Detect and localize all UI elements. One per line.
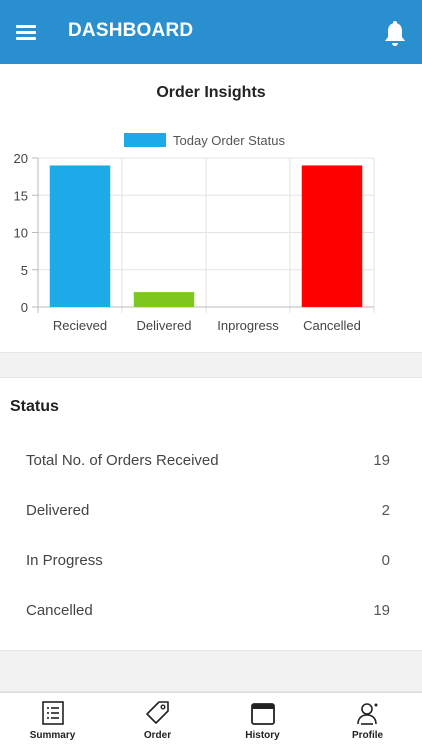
status-label: Total No. of Orders Received (26, 452, 219, 469)
app-bar: DASHBOARD (0, 0, 422, 64)
hamburger-menu-icon[interactable] (12, 18, 40, 46)
status-card: Status Total No. of Orders Received 19 D… (0, 378, 422, 650)
nav-label: History (245, 730, 280, 741)
x-tick-label: Recieved (53, 318, 107, 333)
status-row-received[interactable]: Total No. of Orders Received 19 (26, 452, 390, 476)
x-tick-label: Cancelled (303, 318, 361, 333)
nav-item-order[interactable]: Order (105, 693, 210, 750)
nav-item-summary[interactable]: Summary (0, 693, 105, 750)
order-insights-title: Order Insights (156, 84, 266, 101)
status-label: Delivered (26, 502, 90, 519)
nav-item-history[interactable]: History (210, 693, 315, 750)
list-icon (41, 701, 64, 725)
legend-swatch (124, 133, 166, 147)
status-value: 19 (373, 452, 390, 469)
y-tick-label: 5 (21, 263, 28, 278)
x-tick-label: Inprogress (217, 318, 279, 333)
status-value: 2 (381, 502, 390, 519)
bar-cancelled (301, 165, 363, 307)
y-tick-label: 10 (14, 226, 28, 241)
y-tick-label: 0 (21, 300, 28, 315)
y-tick-label: 20 (14, 151, 28, 166)
status-heading: Status (10, 398, 59, 415)
tag-icon (145, 701, 169, 724)
section-divider (0, 352, 422, 378)
status-row-in-progress[interactable]: In Progress 0 (26, 552, 390, 576)
y-tick-label: 15 (14, 188, 28, 203)
nav-label: Summary (29, 730, 76, 741)
order-status-chart: Today Order Status 0 5 10 15 20 Recieved Delive… (14, 133, 375, 333)
status-value: 0 (381, 552, 390, 569)
status-label: In Progress (26, 552, 103, 569)
status-row-cancelled[interactable]: Cancelled 19 (26, 602, 390, 626)
page-title: DASHBOARD (68, 20, 194, 41)
profile-icon (356, 703, 377, 725)
status-value: 19 (373, 602, 390, 619)
order-insights-card: Order Insights Today Order Status 0 5 10 15 2… (0, 64, 422, 352)
status-row-delivered[interactable]: Delivered 2 (26, 502, 390, 526)
calendar-icon (250, 703, 275, 725)
bar-recieved (49, 165, 111, 307)
nav-item-profile[interactable]: Profile (315, 693, 420, 750)
bell-icon[interactable] (382, 20, 408, 48)
status-label: Cancelled (26, 602, 93, 619)
nav-label: Profile (351, 730, 384, 741)
bar-delivered (133, 292, 195, 307)
legend-label: Today Order Status (173, 133, 285, 148)
bottom-navigation: Summary Order History Profile (0, 692, 422, 750)
nav-label: Order (143, 730, 172, 741)
section-divider (0, 650, 422, 692)
x-tick-label: Delivered (137, 318, 192, 333)
